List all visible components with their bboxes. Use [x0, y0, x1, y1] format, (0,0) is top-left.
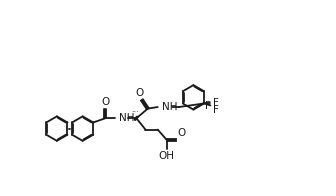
Text: NH: NH: [119, 113, 134, 123]
Text: OH: OH: [159, 152, 175, 162]
Text: F: F: [205, 101, 211, 111]
Text: O: O: [101, 97, 109, 107]
Text: NH: NH: [162, 102, 178, 112]
Text: F: F: [213, 105, 219, 115]
Text: O: O: [177, 128, 185, 138]
Text: ···: ···: [131, 108, 139, 117]
Text: O: O: [136, 88, 144, 98]
Text: F: F: [213, 97, 219, 108]
